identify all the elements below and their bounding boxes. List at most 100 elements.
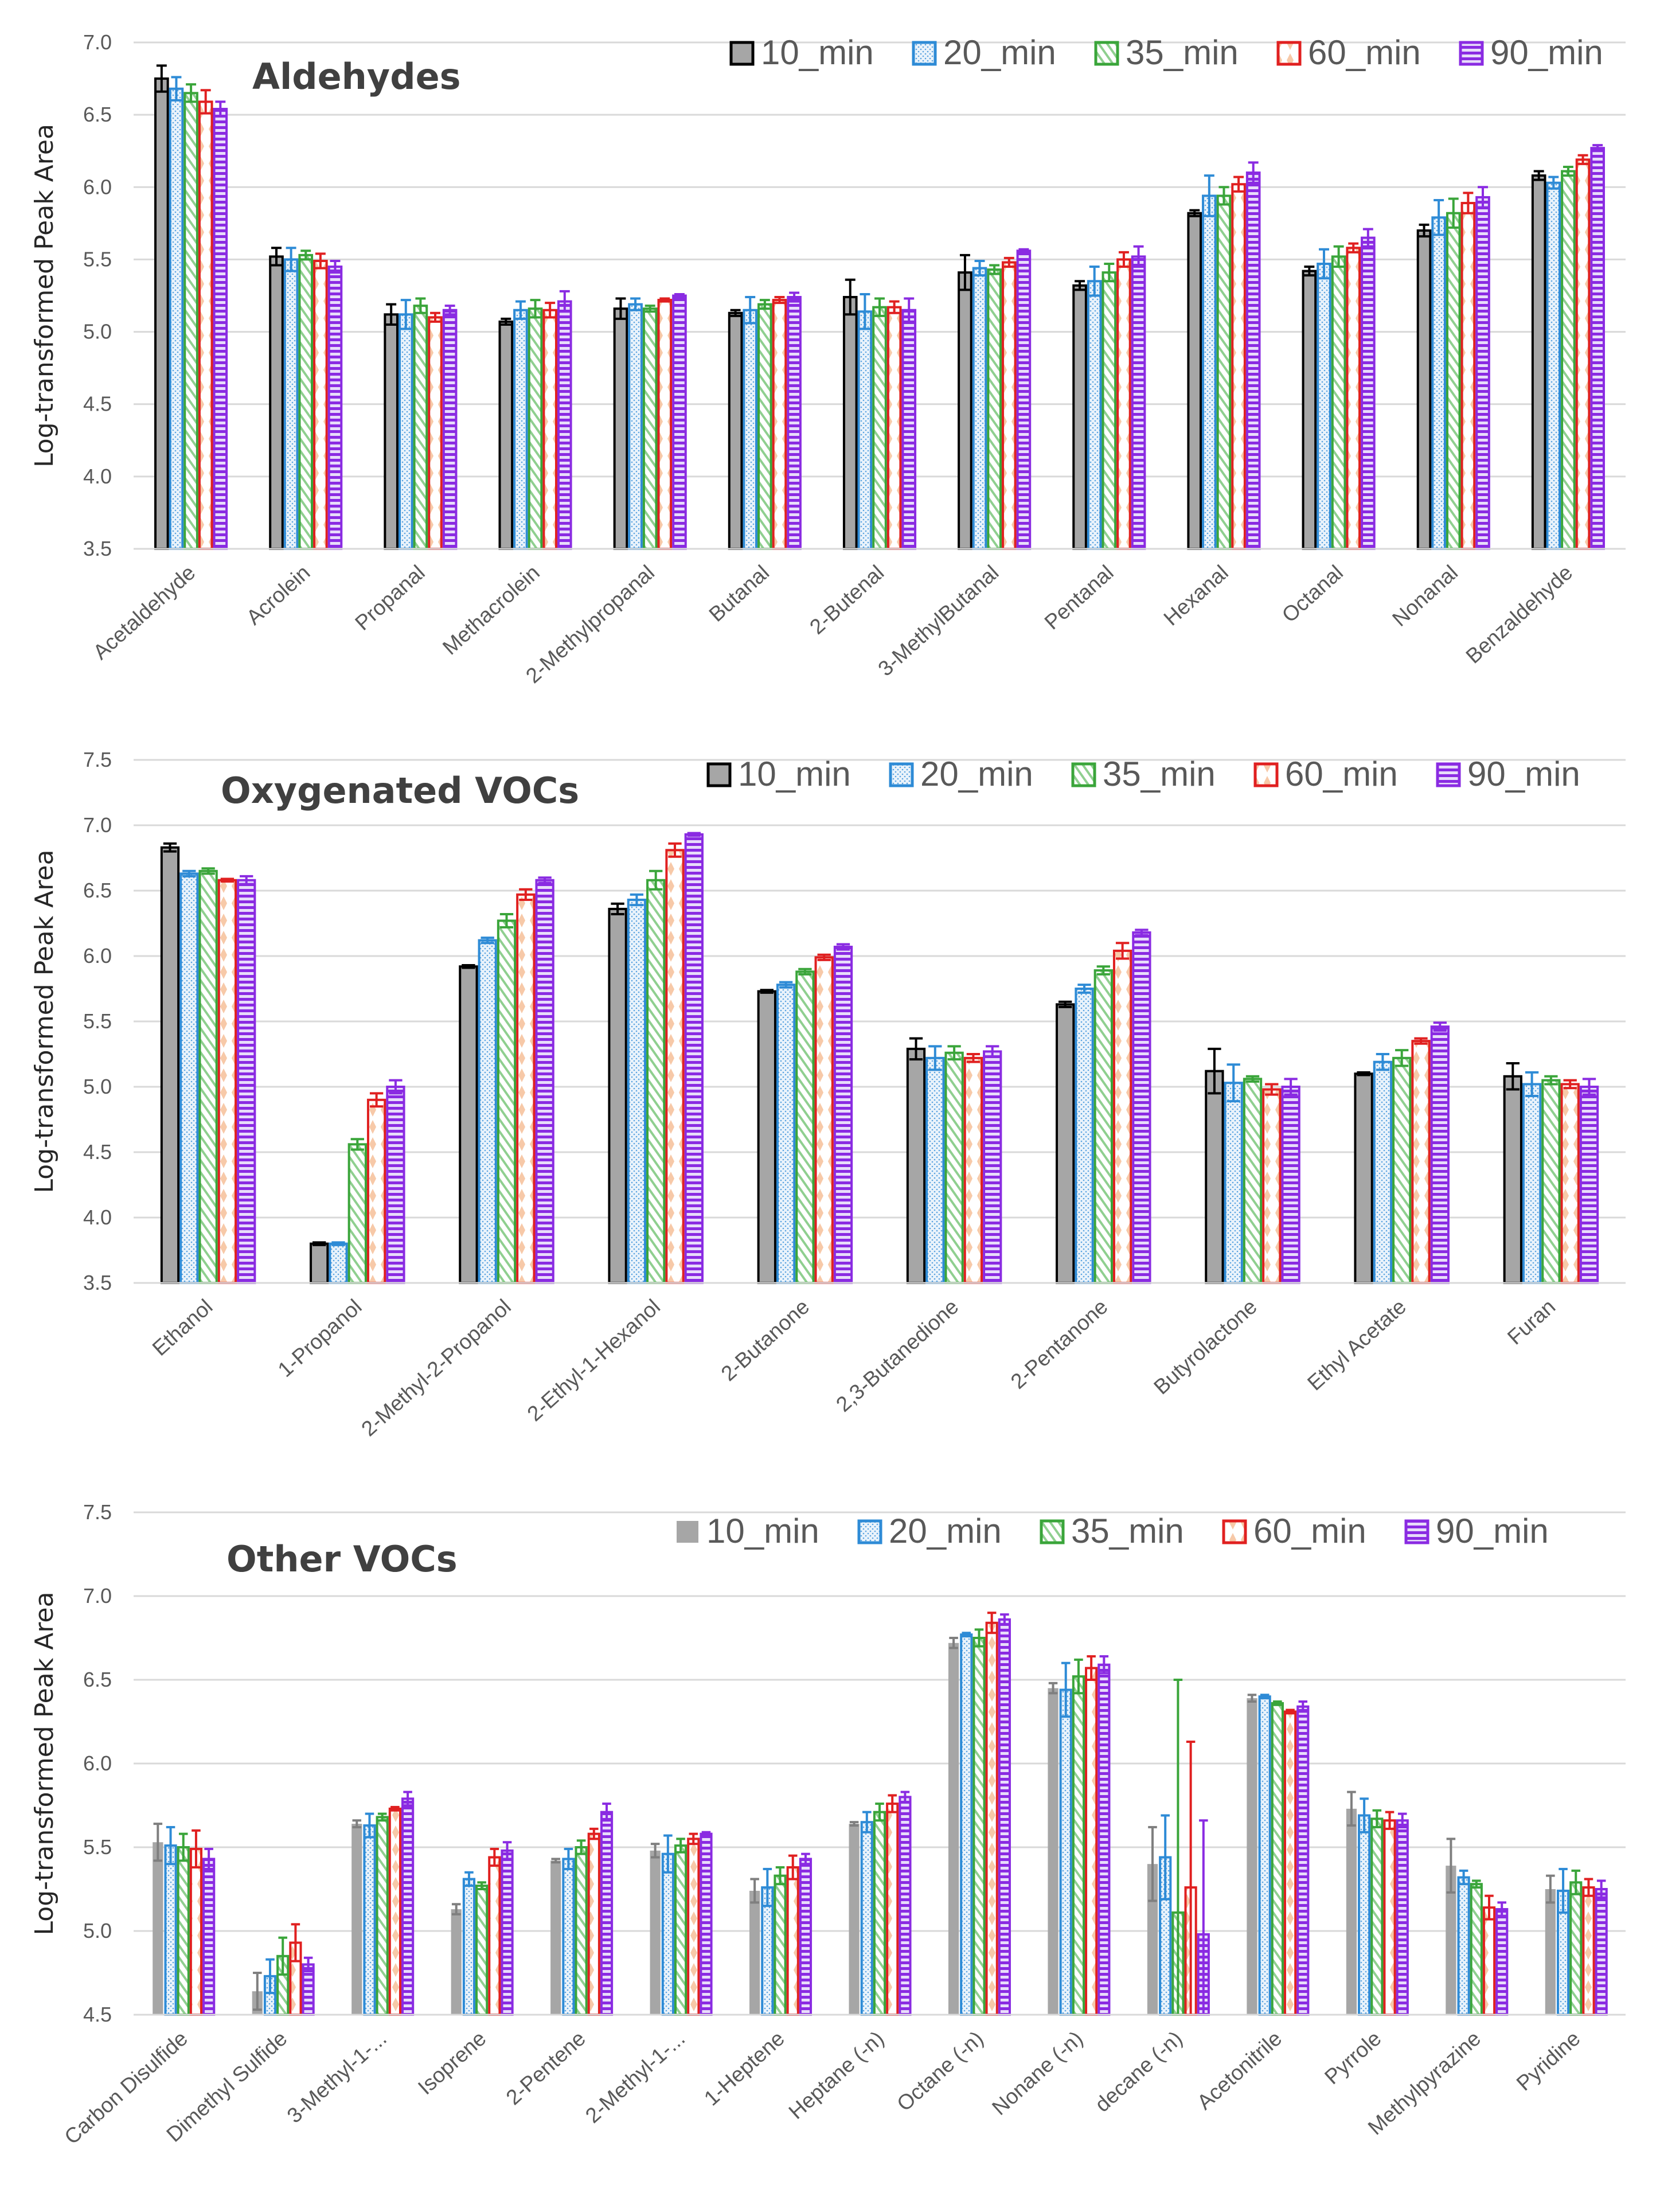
error-bar — [444, 305, 455, 316]
bar-90_min — [1097, 1663, 1111, 2016]
bar-35_min — [1271, 1702, 1284, 2016]
legend-label-35_min: 35_min — [1126, 33, 1239, 72]
bar-20_min — [1224, 1082, 1243, 1285]
bar-60_min — [1283, 1710, 1297, 2016]
bar-20_min — [169, 87, 184, 550]
error-bar — [156, 64, 167, 93]
bar-35_min — [1102, 271, 1117, 550]
bar-20_min — [513, 309, 528, 550]
legend-label-35_min: 35_min — [1103, 755, 1216, 793]
y-tick-label: 5.0 — [83, 1919, 112, 1942]
error-bar — [779, 981, 793, 989]
error-bar — [171, 76, 182, 102]
bar-60_min — [1116, 258, 1131, 550]
error-bar — [403, 1790, 412, 1807]
bar-60_min — [587, 1832, 600, 2016]
error-bar — [551, 1858, 560, 1864]
bar-90_min — [799, 1858, 813, 2016]
y-tick-label: 5.0 — [83, 320, 112, 344]
bar-35_min — [873, 1811, 886, 2016]
error-bar — [265, 1958, 275, 1995]
error-bar — [966, 1053, 981, 1063]
bar-90_min — [1396, 1819, 1409, 2016]
error-bar — [775, 1866, 785, 1886]
bar-60_min — [1575, 158, 1591, 550]
x-category-label: Furan — [1503, 1294, 1560, 1349]
error-bar — [1245, 1075, 1260, 1083]
error-bar — [386, 303, 397, 326]
bar-60_min — [1346, 247, 1361, 550]
error-bar — [464, 1871, 474, 1887]
y-tick-label: 4.5 — [83, 2003, 112, 2026]
x-category-label: 2-Methyl-2-Propanol — [357, 1294, 515, 1441]
bar-60_min — [1001, 261, 1017, 550]
bar-20_min — [1546, 181, 1561, 550]
error-bar — [689, 1832, 698, 1846]
bar-60_min — [1460, 202, 1476, 550]
bar-20_min — [627, 898, 647, 1284]
legend-swatch-35_min — [1071, 762, 1096, 787]
bar-10_min — [1048, 1688, 1059, 2015]
bar-35_min — [872, 306, 887, 550]
bar-60_min — [1383, 1819, 1396, 2016]
legend-label-35_min: 35_min — [1071, 1512, 1184, 1550]
legend-label-60_min: 60_min — [1308, 33, 1421, 72]
error-bar — [1582, 1078, 1596, 1096]
bar-35_min — [774, 1874, 787, 2016]
error-bar — [904, 297, 915, 323]
legend-label-90_min: 90_min — [1436, 1512, 1549, 1550]
error-bar — [845, 278, 856, 316]
error-bar — [701, 1831, 711, 1837]
bar-60_min — [665, 849, 685, 1284]
error-bar — [1333, 245, 1344, 268]
error-bar — [278, 1936, 287, 1976]
error-bar — [499, 913, 514, 929]
error-bar — [659, 297, 670, 303]
error-bar — [153, 1823, 163, 1862]
bar-60_min — [814, 956, 834, 1284]
x-category-label: Nonane (-n) — [987, 2026, 1087, 2120]
bar-10_min — [1545, 1889, 1556, 2015]
bar-60_min — [516, 893, 536, 1284]
error-bar — [1077, 984, 1091, 994]
bar-60_min — [1262, 1088, 1282, 1285]
error-bar — [1397, 1812, 1407, 1828]
error-bar — [1376, 1053, 1390, 1071]
bar-20_min — [1087, 280, 1102, 550]
error-bar — [962, 1632, 971, 1638]
bar-35_min — [795, 970, 815, 1284]
error-bar — [1247, 1694, 1257, 1703]
error-bar — [1577, 154, 1588, 165]
y-tick-label: 3.5 — [83, 1271, 112, 1294]
bar-60_min — [198, 100, 213, 551]
bar-10_min — [757, 990, 776, 1285]
bar-10_min — [613, 307, 628, 550]
error-bar — [687, 832, 701, 837]
error-bar — [959, 253, 970, 291]
x-category-label: Ethanol — [148, 1294, 217, 1360]
error-bar — [1099, 1655, 1109, 1675]
error-bar — [352, 1819, 362, 1828]
bar-90_min — [1245, 171, 1261, 550]
bar-90_min — [1131, 255, 1146, 550]
legend-label-90_min: 90_min — [1490, 33, 1603, 72]
bar-10_min — [1446, 1866, 1456, 2015]
error-bar — [315, 252, 326, 270]
bar-20_min — [329, 1242, 348, 1285]
error-bar — [888, 1794, 897, 1813]
error-bar — [451, 1903, 461, 1915]
bar-20_min — [1317, 262, 1331, 550]
error-bar — [1571, 1869, 1581, 1895]
error-bar — [1548, 175, 1559, 190]
x-category-label: Pyrrole — [1320, 2026, 1386, 2089]
bar-35_min — [1561, 170, 1576, 550]
x-category-label: 2-Butenal — [805, 560, 888, 638]
legend-label-10_min: 10_min — [738, 755, 851, 793]
error-bar — [1563, 165, 1573, 177]
error-bar — [750, 1878, 759, 1904]
bar-35_min — [1072, 1675, 1085, 2016]
error-bar — [1419, 223, 1429, 238]
bar-60_min — [886, 1803, 899, 2016]
bar-90_min — [202, 1858, 216, 2016]
error-bar — [1048, 1682, 1058, 1695]
